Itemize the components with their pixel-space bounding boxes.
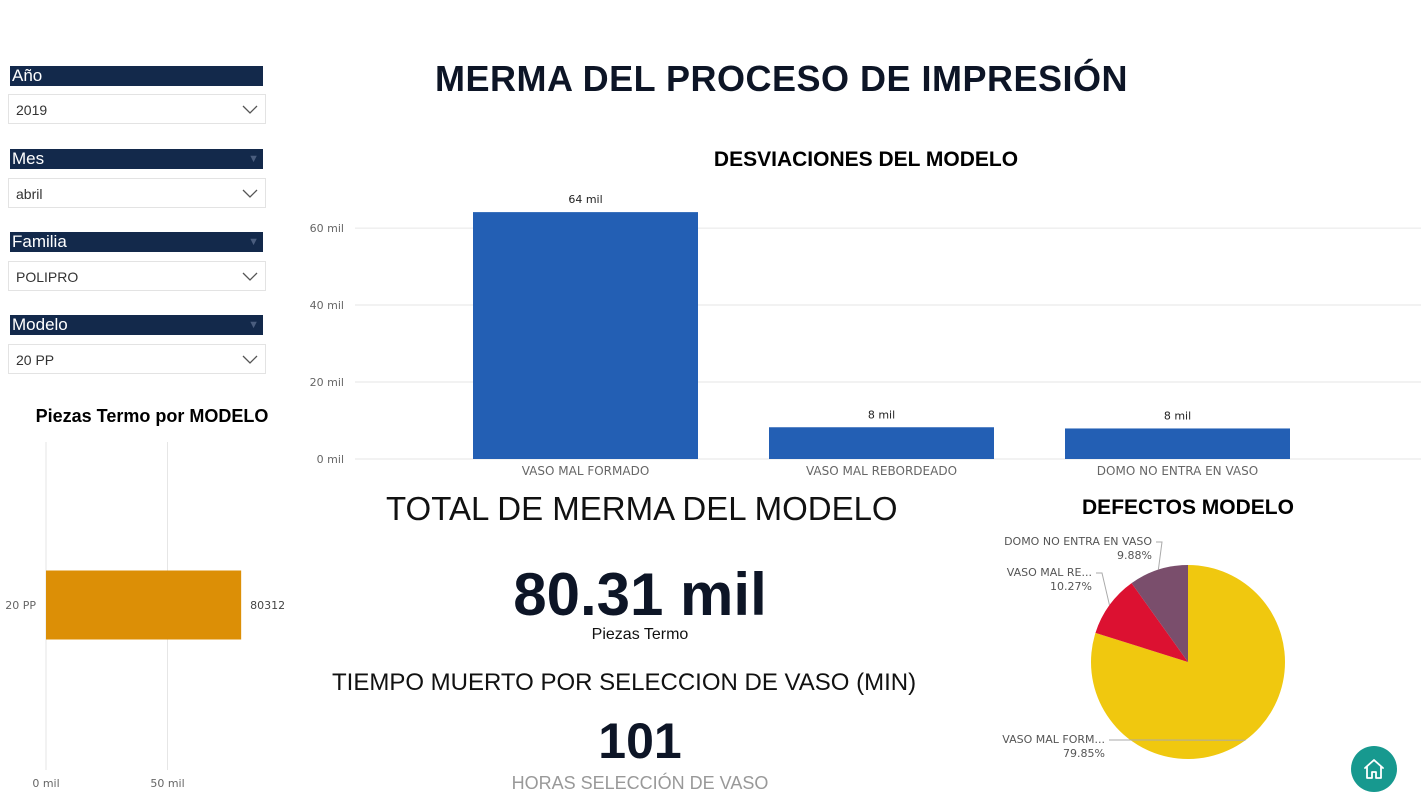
- x-tick-label: 0 mil: [32, 777, 59, 790]
- chevron-down-icon[interactable]: ▼: [248, 236, 259, 248]
- slicer-value: abril: [16, 186, 43, 202]
- slicer-label: Modelo: [12, 315, 68, 334]
- y-tick-label: 40 mil: [310, 299, 344, 312]
- bar: [46, 570, 242, 640]
- pie-value-label: 9.88%: [1117, 549, 1152, 562]
- tiempo-muerto-value: 101: [598, 713, 682, 769]
- slicer-header-modelo: Modelo ▼: [10, 315, 263, 335]
- y-tick-label: 60 mil: [310, 222, 344, 235]
- piezas-termo-bar-chart: Piezas Termo por MODELO 0 mil 50 mil 8031…: [5, 406, 285, 790]
- slicer-value: 2019: [16, 102, 48, 118]
- chart-title: Piezas Termo por MODELO: [36, 406, 269, 426]
- y-tick-label: 20 PP: [5, 599, 36, 612]
- slicer-dropdown-ano[interactable]: 2019: [8, 94, 266, 124]
- chart-title: DESVIACIONES DEL MODELO: [714, 148, 1018, 171]
- page-title: MERMA DEL PROCESO DE IMPRESIÓN: [434, 58, 1129, 99]
- slicer-dropdown-familia[interactable]: POLIPRO: [8, 261, 266, 291]
- chart-title: DEFECTOS MODELO: [1082, 496, 1294, 519]
- slicer-value: POLIPRO: [16, 269, 79, 285]
- chevron-down-icon: [242, 355, 258, 364]
- slicer-value: 20 PP: [16, 352, 55, 368]
- slicer-dropdown-modelo[interactable]: 20 PP: [8, 344, 266, 374]
- total-merma-caption: Piezas Termo: [591, 626, 689, 643]
- x-tick-label: VASO MAL REBORDEADO: [806, 464, 957, 478]
- slicer-header-ano: Año: [10, 66, 263, 86]
- leader-line: [1096, 572, 1110, 606]
- x-tick-label: VASO MAL FORMADO: [522, 464, 650, 478]
- y-tick-label: 0 mil: [317, 453, 344, 466]
- home-button[interactable]: [1351, 746, 1397, 792]
- data-label: 80312: [250, 599, 285, 612]
- total-merma-title: TOTAL DE MERMA DEL MODELO: [386, 490, 898, 527]
- data-label: 8 mil: [868, 408, 895, 421]
- tiempo-muerto-title: TIEMPO MUERTO POR SELECCION DE VASO (MIN…: [332, 669, 917, 696]
- slicer-dropdown-mes[interactable]: abril: [8, 178, 266, 208]
- pie-category-label: VASO MAL RE...: [1007, 566, 1092, 579]
- pie-category-label: VASO MAL FORM...: [1002, 733, 1105, 746]
- total-merma-value: 80.31 mil: [513, 561, 767, 628]
- chevron-down-icon: [242, 189, 258, 198]
- x-tick-label: DOMO NO ENTRA EN VASO: [1097, 464, 1258, 478]
- home-icon: [1364, 759, 1384, 779]
- pie-category-label: DOMO NO ENTRA EN VASO: [1004, 535, 1152, 548]
- defectos-pie-chart: DEFECTOS MODELO VASO MAL FORM...79.85% VA…: [1002, 496, 1294, 760]
- slicer-label: Año: [12, 66, 43, 85]
- data-label: 8 mil: [1164, 409, 1191, 422]
- pie-slice: [1095, 583, 1188, 662]
- slicer-label: Mes: [12, 149, 45, 168]
- bar: [1065, 428, 1290, 459]
- chevron-down-icon[interactable]: ▼: [248, 319, 259, 331]
- slicer-header-mes: Mes ▼: [10, 149, 263, 169]
- chevron-down-icon: [242, 105, 258, 114]
- y-tick-label: 20 mil: [310, 376, 344, 389]
- slicer-header-familia: Familia ▼: [10, 232, 263, 252]
- tiempo-muerto-caption: HORAS SELECCIÓN DE VASO: [511, 773, 769, 793]
- pie-slice: [1131, 565, 1188, 662]
- pie-value-label: 10.27%: [1050, 580, 1092, 593]
- slicer-label: Familia: [12, 232, 67, 251]
- bar: [769, 427, 994, 459]
- data-label: 64 mil: [568, 193, 602, 206]
- chevron-down-icon: [242, 272, 258, 281]
- pie-value-label: 79.85%: [1063, 747, 1105, 760]
- leader-line: [1156, 541, 1163, 570]
- chevron-down-icon[interactable]: ▼: [248, 153, 259, 165]
- bar: [473, 212, 698, 459]
- desviaciones-bar-chart: DESVIACIONES DEL MODELO 0 mil 20 mil 40 mi…: [310, 148, 1421, 478]
- x-tick-label: 50 mil: [150, 777, 184, 790]
